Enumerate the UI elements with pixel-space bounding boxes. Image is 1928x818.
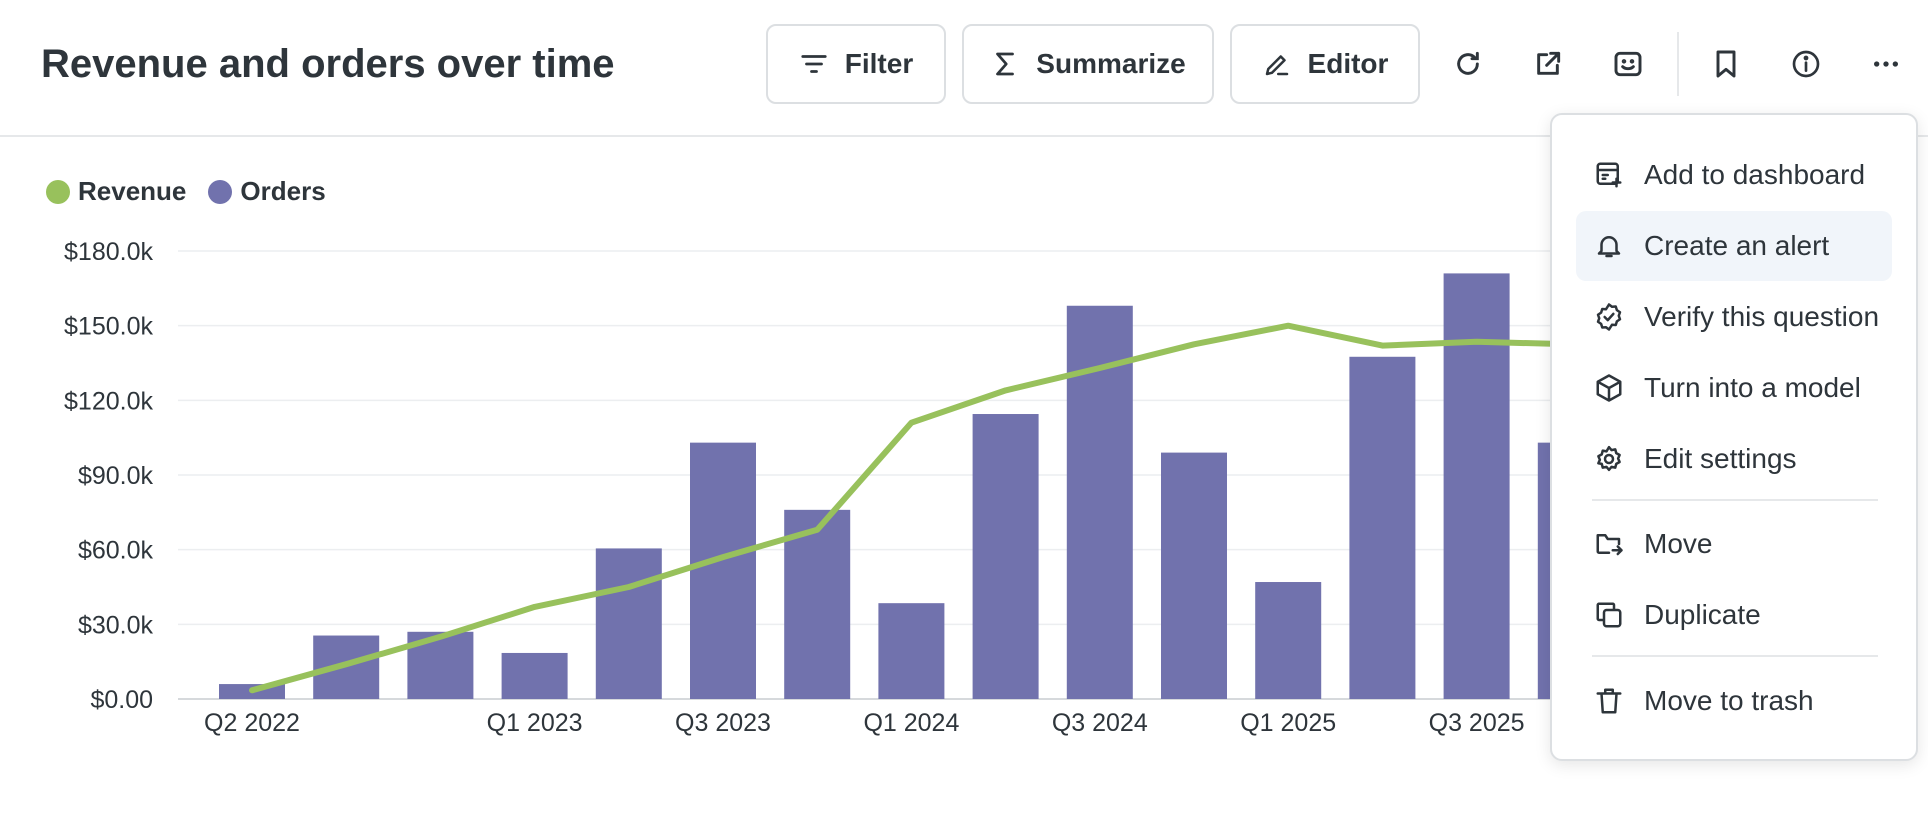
x-tick-label: Q3 2023 [675,709,771,737]
orders-bar [690,442,756,699]
legend-label-orders: Orders [240,176,326,206]
orders-bar [1255,582,1322,699]
revenue-legend-dot [46,179,70,204]
more-icon[interactable] [1866,44,1906,84]
duplicate-icon [1592,598,1626,632]
page-title: Revenue and orders over time [41,42,615,86]
menu-label: Edit settings [1644,443,1797,474]
share-icon[interactable] [1528,44,1568,84]
y-tick-label: $60.0k [78,537,154,565]
menu-label: Move to trash [1644,685,1814,716]
add-to-dashboard-icon [1592,158,1626,192]
menu-item-move-to-trash[interactable]: Move to trash [1576,666,1892,736]
info-icon[interactable] [1786,44,1826,84]
summarize-button[interactable]: Summarize [962,24,1214,104]
y-tick-label: $150.0k [64,313,153,341]
refresh-icon[interactable] [1448,44,1488,84]
more-actions-menu: Add to dashboard Create an alert Verify … [1550,113,1918,761]
menu-divider [1592,655,1878,657]
filter-icon [799,49,829,79]
menu-label: Verify this question [1644,301,1880,332]
x-tick-label: Q3 2024 [1052,709,1148,737]
x-tick-label: Q1 2024 [863,709,959,737]
header-divider [1677,32,1679,96]
orders-legend-dot [208,179,233,204]
menu-label: Add to dashboard [1644,159,1866,190]
menu-label: Move [1644,528,1713,559]
menu-label: Turn into a model [1644,372,1861,403]
legend-label-revenue: Revenue [78,176,187,206]
editor-button[interactable]: Editor [1230,24,1420,104]
filter-button[interactable]: Filter [766,24,946,104]
y-tick-label: $30.0k [78,611,154,639]
menu-item-verify-question[interactable]: Verify this question [1576,282,1892,352]
move-folder-icon [1592,527,1626,561]
y-tick-label: $120.0k [64,387,153,415]
x-tick-label: Q1 2023 [487,709,583,737]
menu-label: Create an alert [1644,230,1830,261]
filter-label: Filter [844,48,914,79]
menu-divider [1592,499,1878,501]
menu-item-duplicate[interactable]: Duplicate [1576,580,1892,650]
bell-icon [1592,229,1626,263]
menu-item-edit-settings[interactable]: Edit settings [1576,424,1892,494]
menu-item-turn-into-model[interactable]: Turn into a model [1576,353,1892,423]
embed-icon[interactable] [1608,44,1648,84]
orders-bar [784,509,851,699]
menu-item-move[interactable]: Move [1576,509,1892,579]
y-tick-label: $180.0k [64,238,153,266]
orders-bar [1443,273,1510,699]
y-tick-label: $0.00 [90,686,153,714]
x-tick-label: Q3 2025 [1429,709,1525,737]
bookmark-icon[interactable] [1706,44,1746,84]
orders-bar [878,603,945,699]
menu-item-create-alert[interactable]: Create an alert [1576,211,1892,281]
sigma-icon [990,49,1020,79]
trash-icon [1592,684,1626,718]
orders-bar [501,652,568,699]
chart-legend: Revenue Orders [46,176,326,207]
menu-label: Duplicate [1644,599,1761,630]
orders-bar [972,414,1039,699]
editor-label: Editor [1307,48,1389,79]
x-tick-label: Q1 2025 [1240,709,1336,737]
combo-chart: $0.00 $30.0k $60.0k $90.0k $120.0k $150.0k $18… [64,238,1918,737]
orders-bar [1349,356,1416,699]
orders-bar [595,548,662,699]
legend-item-orders[interactable]: Orders [208,176,326,207]
revenue-line [249,322,1574,694]
orders-bar [1161,452,1227,699]
model-icon [1592,371,1626,405]
y-tick-label: $90.0k [78,462,154,490]
summarize-label: Summarize [1036,48,1186,79]
menu-item-add-to-dashboard[interactable]: Add to dashboard [1576,140,1892,210]
legend-item-revenue[interactable]: Revenue [46,176,186,207]
gear-icon [1592,442,1626,476]
question-header: Revenue and orders over time Filter Summ… [0,0,1928,137]
x-tick-label: Q2 2022 [204,709,300,737]
verified-icon [1592,300,1626,334]
pencil-icon [1262,49,1292,79]
